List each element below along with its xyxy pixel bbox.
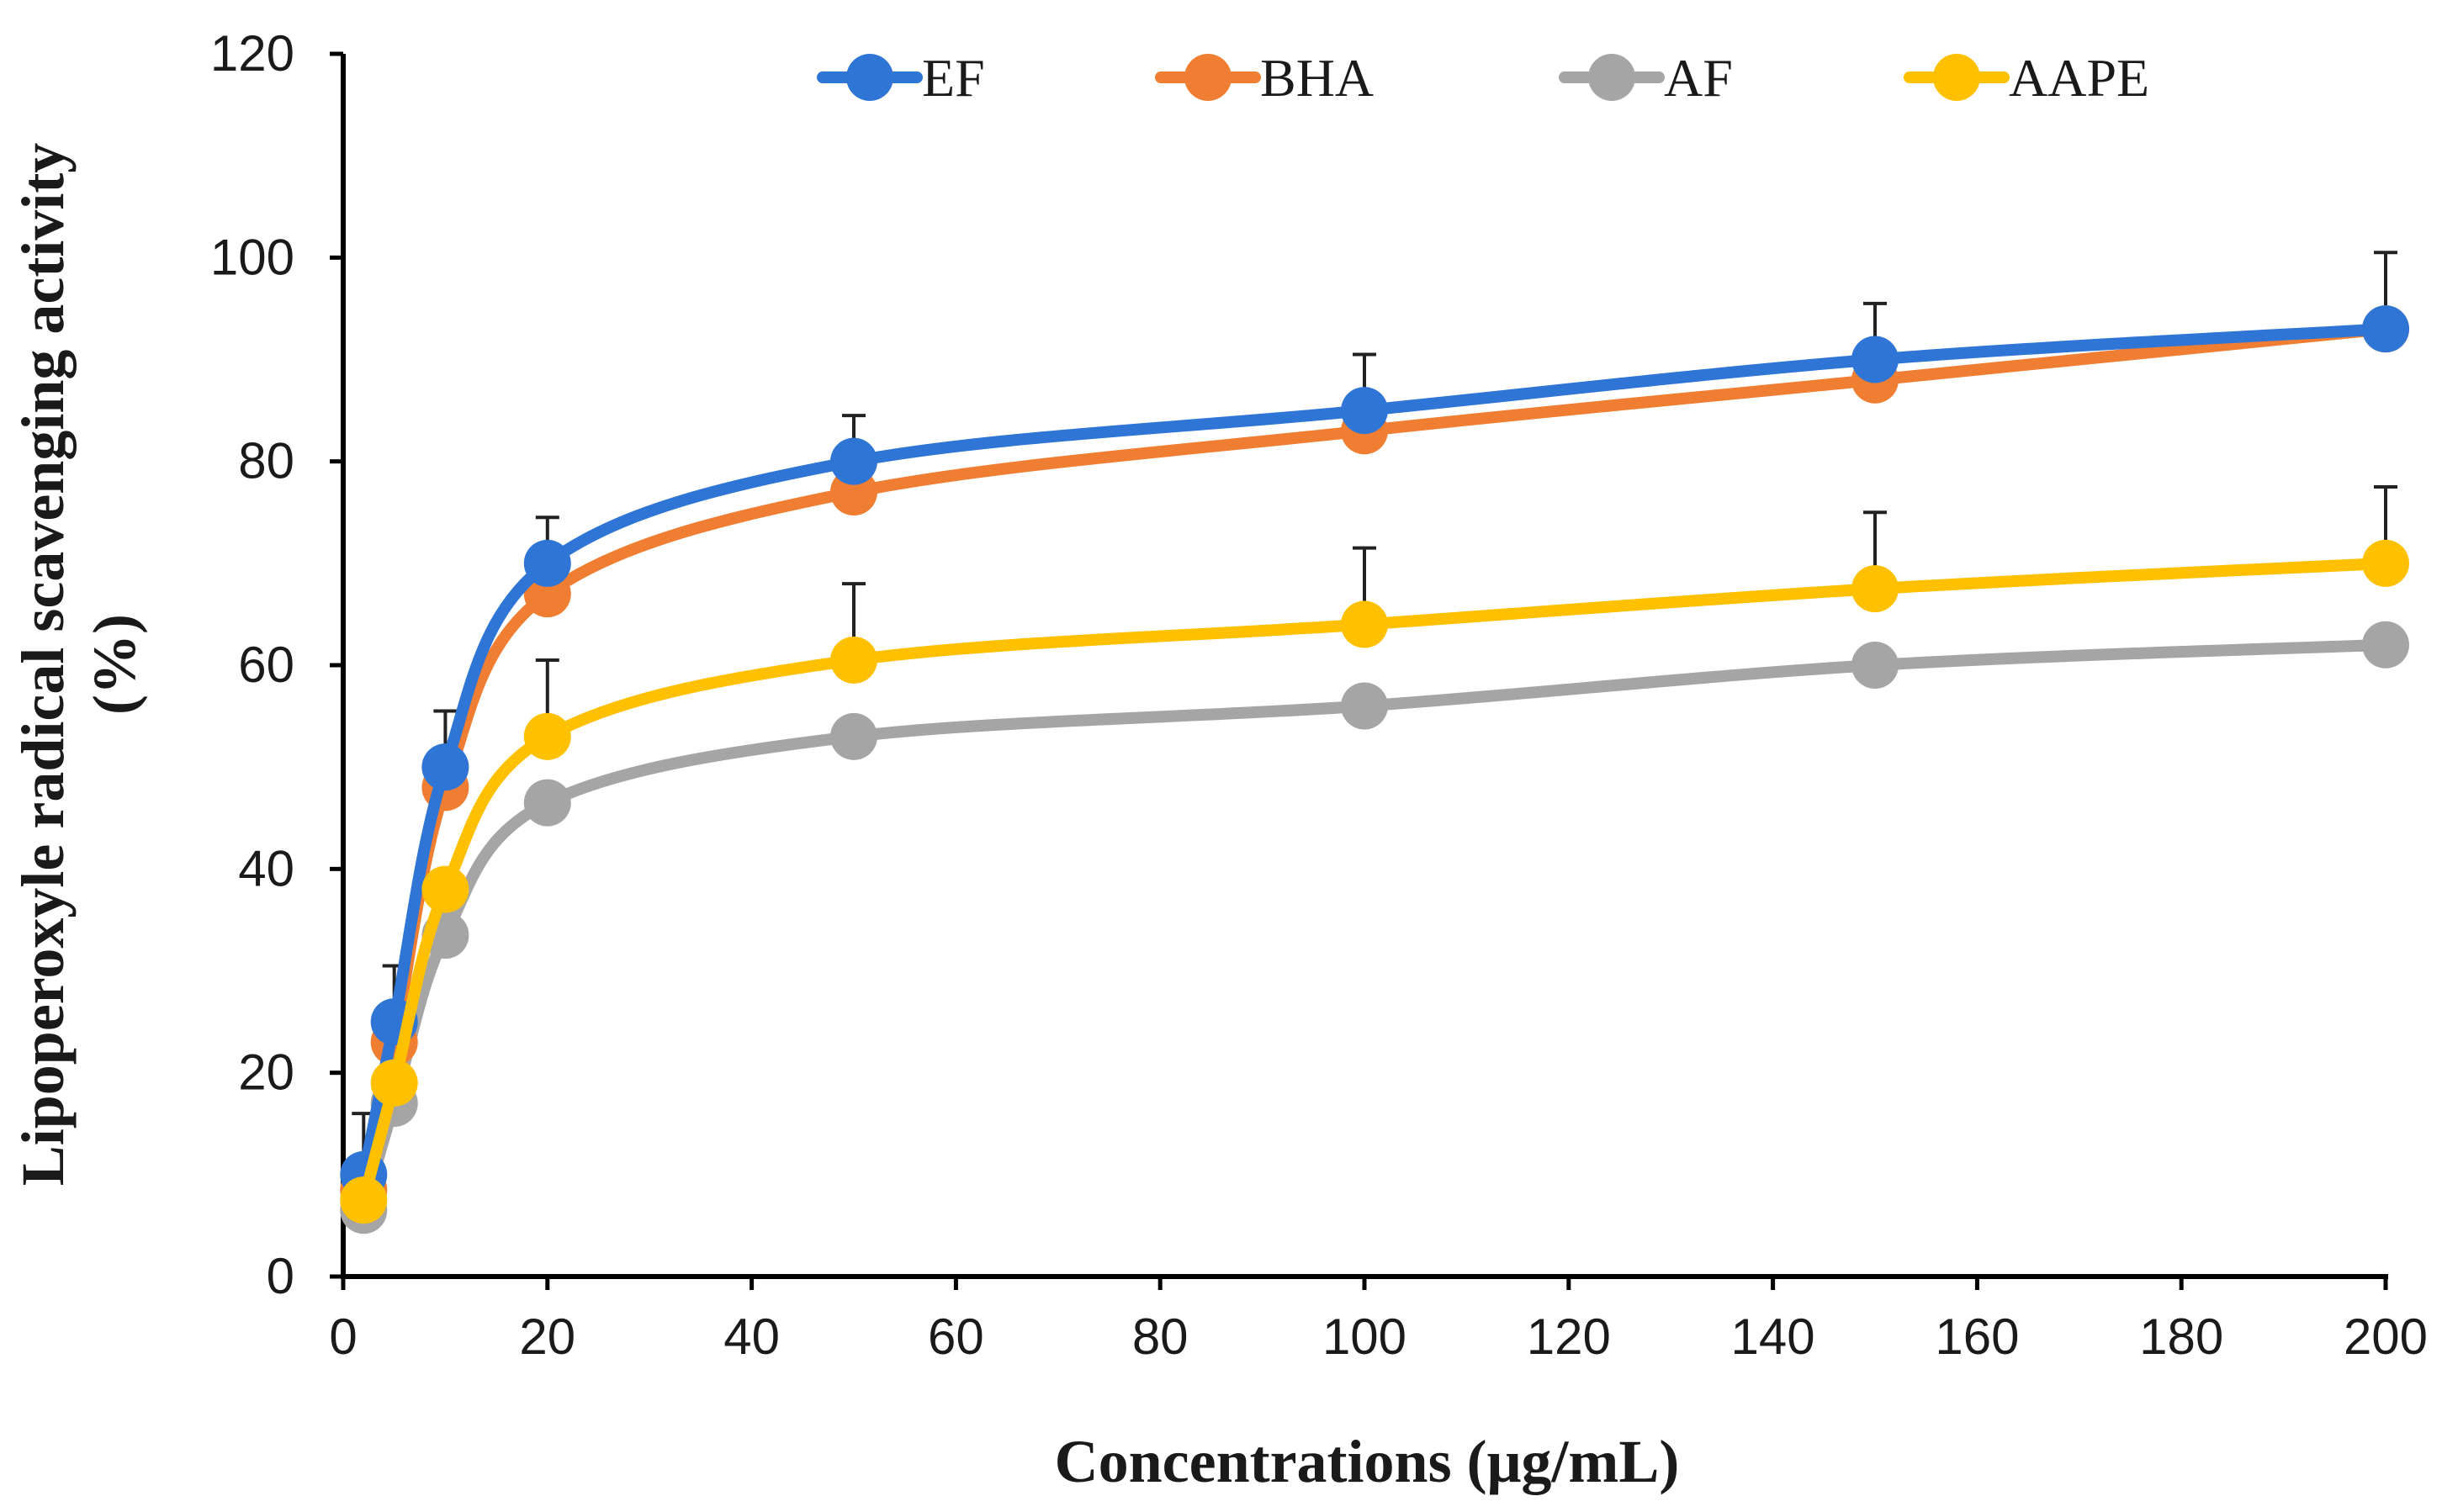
legend-swatch-marker-bha xyxy=(1184,54,1232,101)
y-tick-label: 40 xyxy=(238,840,294,896)
x-tick-label: 100 xyxy=(1322,1308,1406,1365)
point-ef xyxy=(421,743,469,791)
y-tick-label: 60 xyxy=(238,637,294,693)
point-aape xyxy=(830,636,877,684)
point-aape xyxy=(370,1059,418,1107)
y-tick-label: 120 xyxy=(210,25,294,82)
x-tick-label: 200 xyxy=(2344,1308,2428,1365)
series-line-ef xyxy=(358,323,2392,1181)
point-af xyxy=(1341,682,1388,730)
point-aape xyxy=(421,865,469,913)
legend-swatch-marker-af xyxy=(1588,54,1635,101)
point-ef xyxy=(2362,305,2409,353)
series-line-af xyxy=(358,638,2392,1217)
legend-swatch-marker-ef xyxy=(846,54,893,101)
point-af xyxy=(523,779,571,827)
legend-label-ef: EF xyxy=(922,48,985,108)
x-tick-label: 0 xyxy=(329,1308,357,1365)
y-axis-title-line1: Lipoperoxyle radical scavenging activity xyxy=(9,143,77,1187)
point-ef xyxy=(830,437,877,485)
legend-label-bha: BHA xyxy=(1260,48,1374,108)
point-af xyxy=(830,712,877,760)
y-tick-label: 0 xyxy=(267,1248,294,1304)
point-af xyxy=(1851,642,1899,689)
legend-item-bha: BHA xyxy=(1155,48,1374,108)
point-ef xyxy=(523,539,571,587)
legend-label-aape: AAPE xyxy=(2009,48,2149,108)
x-tick-label: 120 xyxy=(1527,1308,1611,1365)
legend-label-af: AF xyxy=(1664,48,1733,108)
point-ef xyxy=(1341,387,1388,435)
point-aape xyxy=(1341,600,1388,648)
x-tick-label: 140 xyxy=(1731,1308,1815,1365)
legend-item-aape: AAPE xyxy=(1904,48,2149,108)
x-tick-label: 20 xyxy=(519,1308,575,1365)
x-tick-label: 40 xyxy=(723,1308,780,1365)
y-tick-label: 20 xyxy=(238,1044,294,1101)
x-tick-label: 80 xyxy=(1132,1308,1189,1365)
legend-item-af: AF xyxy=(1559,48,1733,108)
point-aape xyxy=(340,1176,388,1224)
legend-swatch-marker-aape xyxy=(1933,54,1980,101)
y-axis-title: Lipoperoxyle radical scavenging activity… xyxy=(9,143,148,1187)
point-aape xyxy=(2362,539,2409,587)
y-tick-label: 100 xyxy=(210,229,294,285)
x-tick-label: 180 xyxy=(2139,1308,2223,1365)
plot-area: 0 20 40 60 80 100 120 0 20 40 60 80 100 120 140 160 180 2… xyxy=(210,25,2428,1365)
point-af xyxy=(2362,621,2409,669)
x-axis-title: Concentrations (μg/mL) xyxy=(1055,1428,1680,1495)
point-ef xyxy=(1851,336,1899,383)
y-tick-label: 80 xyxy=(238,433,294,489)
point-aape xyxy=(1851,565,1899,613)
x-tick-label: 60 xyxy=(928,1308,984,1365)
point-aape xyxy=(523,712,571,760)
legend-item-ef: EF xyxy=(817,48,985,108)
x-tick-label: 160 xyxy=(1935,1308,2019,1365)
legend: EF BHA AF AAPE xyxy=(817,48,2149,108)
y-axis-title-line2: (%) xyxy=(81,614,148,715)
